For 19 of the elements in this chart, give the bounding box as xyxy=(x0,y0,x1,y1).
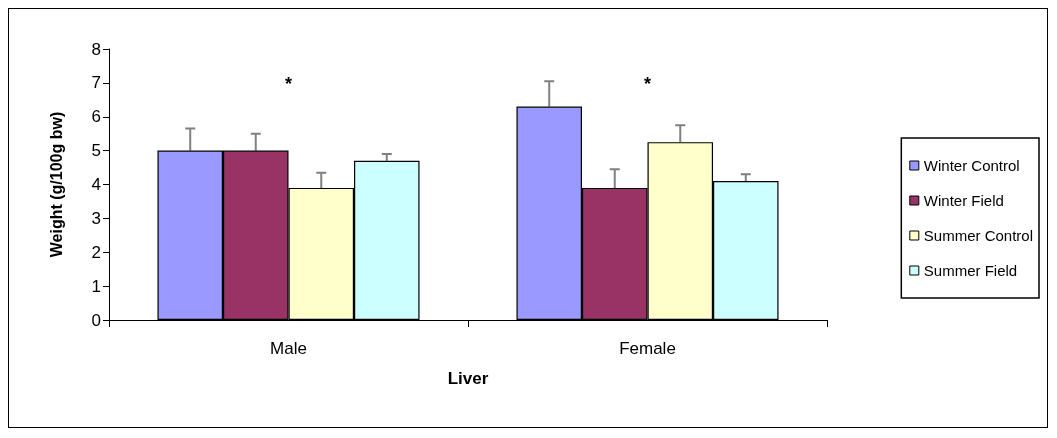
y-tick-label: 5 xyxy=(91,141,101,161)
x-tick-label: Male xyxy=(270,339,307,358)
y-tick-label: 2 xyxy=(91,242,101,262)
y-axis-title: Weight (g/100g bw) xyxy=(47,111,65,258)
y-tick-label: 3 xyxy=(91,208,101,228)
legend-label: Winter Control xyxy=(923,157,1020,174)
y-tick-label: 1 xyxy=(91,276,101,296)
y-tick-label: 6 xyxy=(91,107,101,127)
x-tick-label: Female xyxy=(619,339,676,358)
y-tick-label: 8 xyxy=(91,39,101,59)
y-tick-label: 7 xyxy=(91,73,101,93)
y-tick-label: 0 xyxy=(91,310,101,330)
y-tick-label: 4 xyxy=(91,175,101,194)
annotation: * xyxy=(284,74,293,95)
legend-label: Summer Field xyxy=(923,262,1018,279)
x-axis-title: Liver xyxy=(447,369,489,388)
legend-label: Winter Field xyxy=(923,192,1004,209)
legend-label: Summer Control xyxy=(923,227,1034,244)
annotation: * xyxy=(643,74,652,95)
